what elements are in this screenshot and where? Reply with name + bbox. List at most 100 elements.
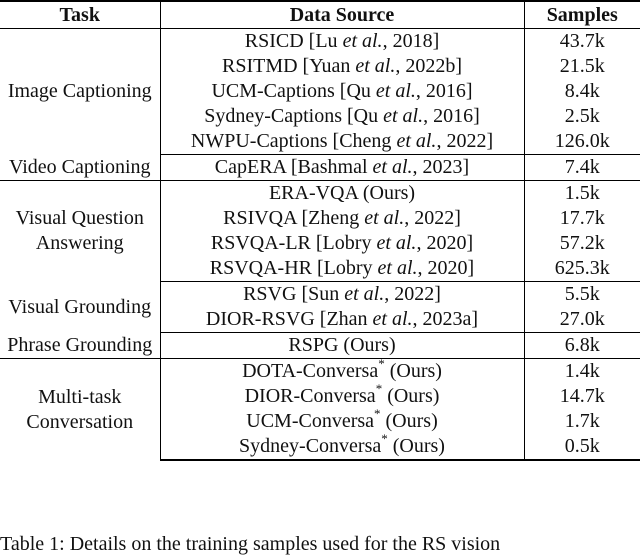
- table-row: Sydney-Captions [Qu et al., 2016] 2.5k: [0, 104, 640, 129]
- table-row: Visual Question Answering ERA-VQA (Ours) 1…: [0, 180, 640, 282]
- table-body: Image Captioning RSICD [Lu et al., 2018] 4…: [0, 28, 640, 461]
- source-superscript: *: [378, 356, 385, 372]
- samples-cell: 1.5k: [564, 182, 600, 204]
- data-source-cell: RSITMD [Yuan et al., 2022b]: [160, 54, 525, 79]
- data-source-cell: UCM-Conversa* (Ours): [160, 406, 525, 434]
- source-name: RSVQA-LR [Lobry: [210, 232, 377, 254]
- samples-cell: 57.2k: [559, 232, 605, 254]
- source-etal: et al.: [396, 130, 437, 152]
- source-name: RSVQA-HR [Lobry: [209, 257, 378, 279]
- source-citation: , 2022]: [404, 207, 461, 229]
- table-row: DIOR-Conversa* (Ours) 14.7k: [0, 381, 640, 409]
- source-name: DIOR-RSVG [Zhan: [205, 308, 373, 330]
- data-source-cell: RSVG [Sun et al., 2022]: [160, 281, 525, 307]
- samples-cell: 17.7k: [559, 207, 605, 229]
- task-cell: Visual Question Answering: [0, 180, 161, 282]
- source-citation: , 2022]: [384, 283, 441, 305]
- task-cell: Multi-task Conversation: [0, 358, 161, 460]
- table-row: Multi-task Conversation DOTA-Conversa* (O…: [0, 356, 640, 460]
- source-citation: , 2018]: [382, 30, 440, 52]
- table-row: NWPU-Captions [Cheng et al., 2022] 126.0k: [0, 129, 640, 155]
- table-row: Visual Grounding RSVG [Sun et al., 2022] 5…: [0, 281, 640, 333]
- samples-cell: 1.7k: [564, 410, 600, 432]
- samples-cell: 27.0k: [524, 307, 640, 333]
- samples-cell: 7.4k: [524, 154, 640, 181]
- table-row: RSIVQA [Zheng et al., 2022] 17.7k: [0, 206, 640, 231]
- data-source-cell: Sydney-Captions [Qu et al., 2016]: [160, 104, 525, 129]
- header-task: Task: [0, 0, 161, 29]
- table-row: Image Captioning RSICD [Lu et al., 2018] 4…: [0, 28, 640, 155]
- data-source-cell: RSVQA-HR [Lobry et al., 2020]: [160, 256, 525, 282]
- header-data-source: Data Source: [160, 0, 525, 29]
- source-name: Sydney-Captions [Qu: [204, 105, 384, 127]
- table-row: RSVQA-LR [Lobry et al., 2020] 57.2k: [0, 231, 640, 256]
- source-name: RSIVQA [Zheng: [223, 207, 365, 229]
- source-citation: , 2016]: [423, 105, 480, 127]
- data-source-cell: DOTA-Conversa* (Ours): [160, 356, 525, 384]
- source-citation: , 2022]: [436, 130, 494, 152]
- source-etal: et al.: [364, 207, 405, 229]
- source-citation: (Ours): [384, 360, 442, 382]
- source-superscript: *: [374, 406, 381, 422]
- source-etal: et al.: [372, 308, 413, 330]
- source-etal: et al.: [342, 30, 383, 52]
- samples-cell: 14.7k: [559, 385, 605, 407]
- table-row: DIOR-RSVG [Zhan et al., 2023a] 27.0k: [0, 307, 640, 333]
- source-name: CapERA [Bashmal: [214, 156, 373, 178]
- samples-cell: 5.5k: [564, 283, 600, 305]
- samples-cell: 43.7k: [559, 30, 605, 52]
- source-name: ERA-VQA (Ours): [268, 182, 416, 204]
- source-superscript: *: [381, 431, 388, 447]
- samples-cell: 126.0k: [524, 129, 640, 155]
- data-source-cell: Sydney-Conversa* (Ours): [160, 431, 525, 461]
- source-etal: et al.: [344, 283, 385, 305]
- header-samples: Samples: [524, 0, 640, 29]
- source-citation: (Ours): [380, 410, 438, 432]
- samples-cell: 8.4k: [564, 80, 600, 102]
- samples-cell: 6.8k: [524, 332, 640, 359]
- source-citation: , 2020]: [417, 257, 475, 279]
- data-source-cell: CapERA [Bashmal et al., 2023]: [160, 154, 525, 181]
- source-name: RSVG [Sun: [243, 283, 345, 305]
- source-etal: et al.: [355, 55, 396, 77]
- table-row: RSVQA-HR [Lobry et al., 2020] 625.3k: [0, 256, 640, 282]
- task-cell: Video Captioning: [0, 154, 161, 181]
- source-etal: et al.: [377, 257, 418, 279]
- data-source-cell: RSIVQA [Zheng et al., 2022]: [160, 206, 525, 231]
- source-etal: et al.: [375, 80, 416, 102]
- samples-cell: 21.5k: [559, 55, 605, 77]
- table-row: RSITMD [Yuan et al., 2022b] 21.5k: [0, 54, 640, 79]
- data-source-cell: DIOR-RSVG [Zhan et al., 2023a]: [160, 307, 525, 333]
- samples-cell: 0.5k: [524, 434, 640, 461]
- source-etal: et al.: [376, 232, 417, 254]
- task-cell: Image Captioning: [0, 28, 161, 155]
- table-row: Phrase Grounding RSPG (Ours) 6.8k: [0, 332, 640, 359]
- data-source-cell: NWPU-Captions [Cheng et al., 2022]: [160, 129, 525, 155]
- table-row: UCM-Conversa* (Ours) 1.7k: [0, 406, 640, 434]
- source-name: RSITMD [Yuan: [221, 55, 356, 77]
- table-row: UCM-Captions [Qu et al., 2016] 8.4k: [0, 79, 640, 104]
- source-citation: , 2023]: [412, 156, 470, 178]
- task-cell: Visual Grounding: [0, 281, 161, 333]
- source-name: NWPU-Captions [Cheng: [190, 130, 397, 152]
- source-superscript: *: [375, 381, 383, 397]
- source-citation: , 2020]: [416, 232, 474, 254]
- source-name: DIOR-Conversa: [244, 385, 376, 407]
- source-name: RSICD [Lu: [244, 30, 343, 52]
- source-citation: , 2023a]: [412, 308, 479, 330]
- samples-cell: 2.5k: [564, 105, 600, 127]
- samples-cell: 625.3k: [524, 256, 640, 282]
- data-source-cell: ERA-VQA (Ours): [160, 180, 525, 206]
- dataset-table: Task Data Source Samples Image Captionin…: [0, 0, 640, 461]
- source-name: UCM-Captions [Qu: [211, 80, 376, 102]
- table-row: Sydney-Conversa* (Ours) 0.5k: [0, 431, 640, 461]
- header-row: Task Data Source Samples: [0, 0, 640, 29]
- source-citation: , 2016]: [415, 80, 473, 102]
- samples-cell: 1.4k: [564, 360, 600, 382]
- source-name: RSPG (Ours): [288, 334, 396, 356]
- data-source-cell: UCM-Captions [Qu et al., 2016]: [160, 79, 525, 104]
- data-source-cell: DIOR-Conversa* (Ours): [160, 381, 525, 409]
- table-row: Video Captioning CapERA [Bashmal et al., …: [0, 154, 640, 181]
- data-source-cell: RSVQA-LR [Lobry et al., 2020]: [160, 231, 525, 256]
